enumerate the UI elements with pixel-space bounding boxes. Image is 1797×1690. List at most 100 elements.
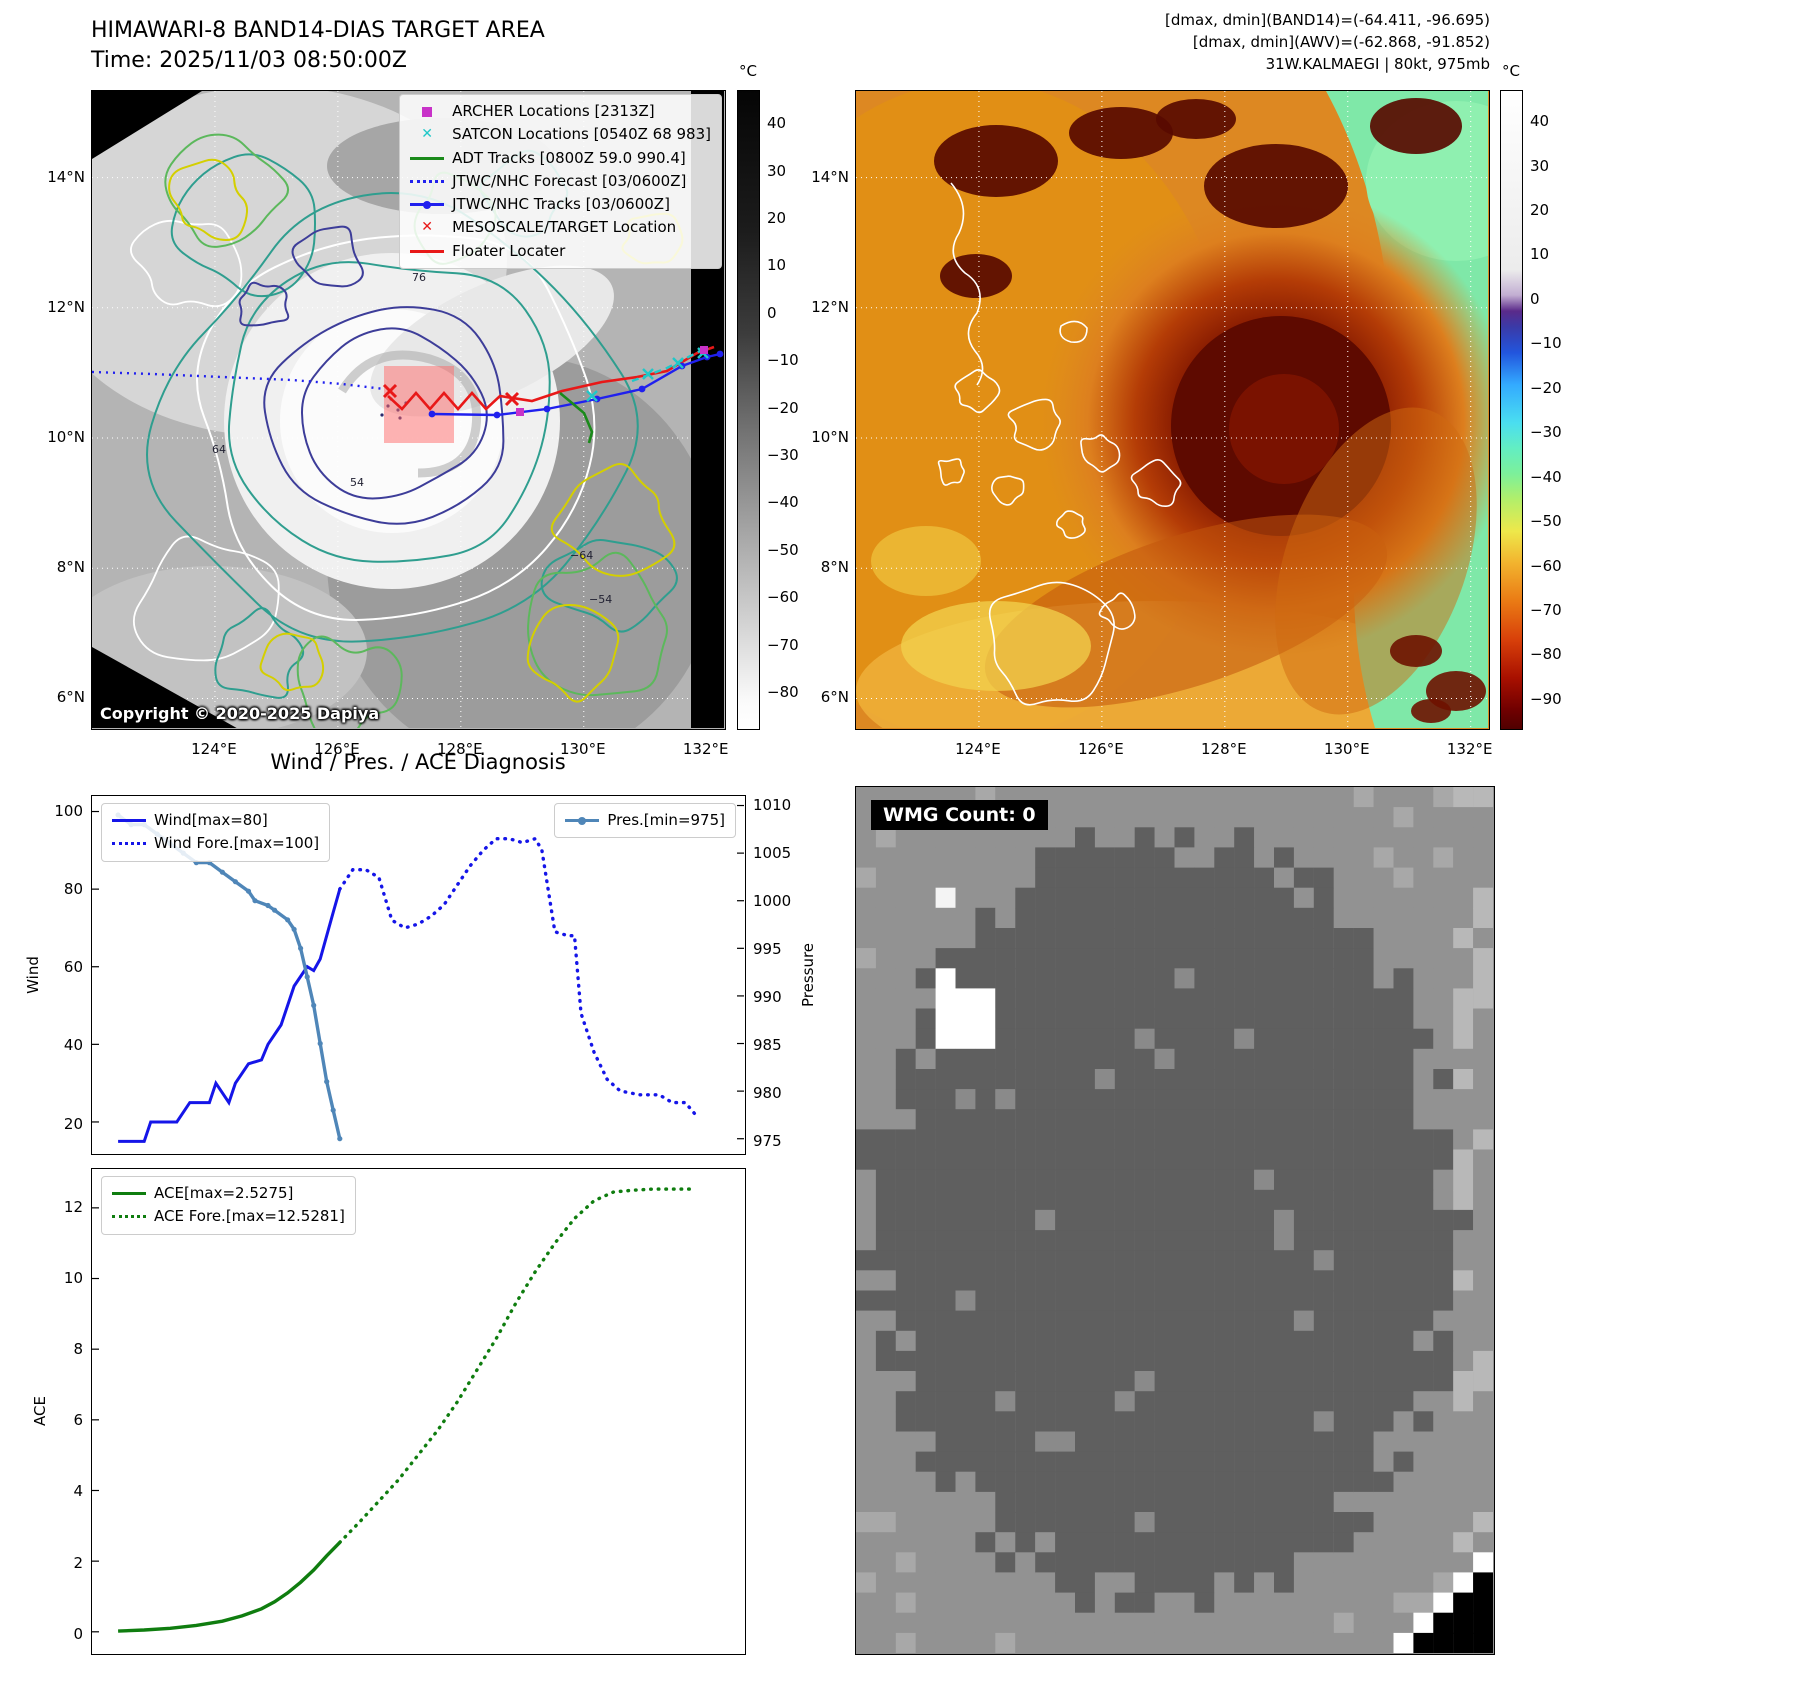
awv-satellite-image [856,91,1489,729]
legend-item: Pres.[min=975] [565,809,725,832]
lon-tick-label: 124°E [955,740,1001,758]
lat-tick-label: 12°N [811,297,849,316]
legend-item: JTWC/NHC Forecast [03/0600Z] [410,170,711,193]
colorbar-tick-label: 0 [767,303,777,322]
colorbar-tick-label: −60 [1530,556,1562,575]
legend-item: ARCHER Locations [2313Z] [410,100,711,123]
legend-label: JTWC/NHC Tracks [03/0600Z] [452,195,670,213]
svg-text:−64: −64 [570,549,593,562]
legend-label: Wind[max=80] [154,811,268,829]
legend-item: Floater Locater [410,240,711,263]
line-marker-icon [410,151,445,165]
band14-header: HIMAWARI-8 BAND14-DIAS TARGET AREA Time:… [91,16,545,75]
pressure-legend: Pres.[min=975] [554,803,736,839]
wind-pressure-left-tick-label: 60 [63,958,83,977]
wind-pressure-left-tick-label: 40 [63,1036,83,1055]
dmax-dmin-awv-label: [dmax, dmin](AWV)=(-62.868, -91.852) [1192,32,1490,51]
wind-pressure-left-tick-label: 20 [63,1114,83,1133]
colorbar-tick-label: 40 [1530,112,1550,131]
colorbar-tick-label: −40 [1530,467,1562,486]
lon-tick-label: 128°E [1201,740,1247,758]
colorbar-tick-label: −10 [767,351,799,370]
lat-tick-label: 14°N [47,167,85,186]
band14-subtitle: Time: 2025/11/03 08:50:00Z [91,47,407,73]
ace-plot [92,1187,694,1633]
ace-left-tick-label: 8 [73,1340,83,1359]
band14-map-panel: 76 64 −64 −54 54 ARCHER Locations [2313Z] ✕ SA… [91,90,726,730]
ace-left-tick-label: 0 [73,1624,83,1643]
wind-pressure-right-tick-label: 975 [753,1131,782,1150]
legend-label: ACE Fore.[max=12.5281] [154,1207,345,1226]
band14-colorbar [737,90,760,730]
colorbar-tick-label: −70 [767,635,799,654]
lat-tick-label: 6°N [56,688,85,707]
storm-id-label: 31W.KALMAEGI | 80kt, 975mb [1265,54,1490,73]
pressure-axis-label: Pressure [799,942,817,1008]
svg-text:76: 76 [412,271,426,284]
ace-left-tick-label: 2 [73,1553,83,1572]
colorbar-tick-label: −30 [767,446,799,465]
colorbar-tick-label: −40 [767,493,799,512]
band14-title: HIMAWARI-8 BAND14-DIAS TARGET AREA [91,18,545,43]
lat-tick-label: 12°N [47,297,85,316]
lon-tick-label: 132°E [682,740,729,758]
wind-pressure-right-tick-label: 990 [753,987,782,1006]
lat-tick-label: 6°N [820,688,849,707]
colorbar-tick-label: 0 [1530,289,1540,308]
wind-pressure-chart: Wind[max=80] Wind Fore.[max=100] Pres.[mi… [91,795,746,1155]
ace-left-tick-label: 4 [73,1482,83,1501]
x-marker-icon: ✕ [421,126,433,143]
copyright-label: Copyright © 2020-2025 Dapiya [100,704,380,723]
legend-item: ACE[max=2.5275] [112,1182,345,1205]
diagnosis-title: Wind / Pres. / ACE Diagnosis [270,750,566,774]
lat-tick-label: 10°N [47,428,85,447]
colorbar-tick-label: −30 [1530,423,1562,442]
legend-item: ACE Fore.[max=12.5281] [112,1205,345,1228]
colorbar-tick-label: −50 [1530,512,1562,531]
legend-item: ✕ SATCON Locations [0540Z 68 983] [410,123,711,146]
band14-colorbar-unit: °C [739,62,757,80]
colorbar-tick-label: −90 [1530,689,1562,708]
colorbar-tick-label: 40 [767,114,787,133]
colorbar-tick-label: −80 [767,683,799,702]
ace-legend: ACE[max=2.5275] ACE Fore.[max=12.5281] [101,1176,356,1235]
solid-marker-marker-icon [565,814,600,828]
svg-text:−54: −54 [589,593,612,606]
lat-tick-label: 14°N [811,167,849,186]
wmg-panel: WMG Count: 0 [855,786,1495,1655]
lon-tick-label: 130°E [559,740,606,758]
svg-text:54: 54 [350,476,364,489]
legend-label: ACE[max=2.5275] [154,1184,294,1202]
colorbar-tick-label: 10 [1530,245,1550,264]
awv-header: [dmax, dmin](BAND14)=(-64.411, -96.695) … [1050,10,1490,75]
legend-label: Floater Locater [452,241,566,260]
lon-tick-label: 126°E [314,740,360,758]
legend-item: Wind[max=80] [112,809,319,832]
dotted-marker-icon [112,1210,146,1224]
legend-label: JTWC/NHC Forecast [03/0600Z] [452,171,687,190]
x-marker-icon: ✕ [421,219,433,236]
lat-tick-label: 10°N [811,428,849,447]
legend-label: ARCHER Locations [2313Z] [452,102,655,120]
wind-pressure-right-tick-label: 985 [753,1035,782,1054]
legend-label: Pres.[min=975] [607,811,725,829]
lon-tick-label: 128°E [437,740,483,758]
ace-left-tick-label: 6 [73,1411,83,1430]
colorbar-tick-label: 30 [1530,156,1550,175]
colorbar-tick-label: −70 [1530,601,1562,619]
colorbar-tick-label: −80 [1530,645,1562,664]
ace-left-tick-label: 10 [63,1269,83,1288]
dmax-dmin-band14-label: [dmax, dmin](BAND14)=(-64.411, -96.695) [1165,11,1490,29]
wind-pressure-right-tick-label: 980 [753,1083,782,1102]
wind-pressure-right-tick-label: 1010 [753,795,792,814]
colorbar-tick-label: 20 [767,209,787,227]
wind-pressure-right-tick-label: 1000 [753,891,792,910]
solid-marker-icon [112,1187,146,1201]
colorbar-tick-label: 20 [1530,201,1550,219]
legend-label: ADT Tracks [0800Z 59.0 990.4] [452,148,686,167]
awv-colorbar-unit: °C [1502,62,1520,80]
awv-colorbar [1500,90,1523,730]
legend-label: MESOSCALE/TARGET Location [452,218,677,237]
wind-pressure-left-tick-label: 100 [54,801,83,820]
